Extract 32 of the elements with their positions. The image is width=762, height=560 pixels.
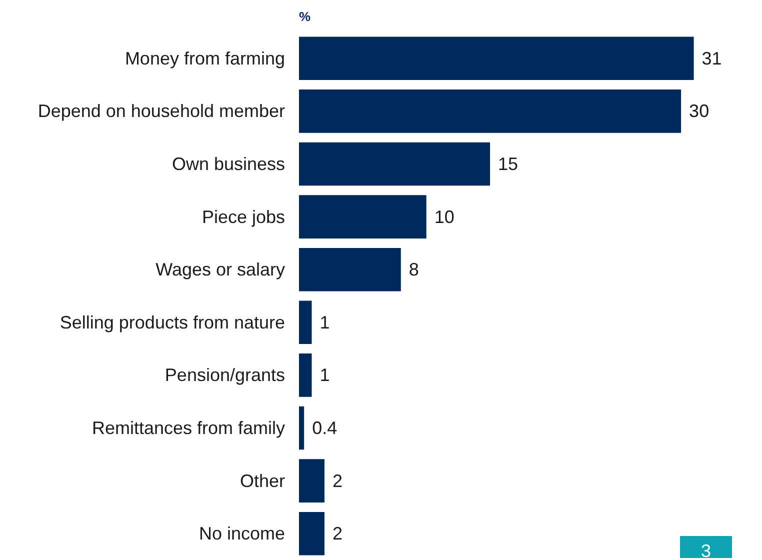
data-label: 30 <box>689 101 710 122</box>
bar <box>299 459 324 502</box>
text: 3 <box>700 541 712 560</box>
y-tick-label: Pension/grants <box>164 365 285 386</box>
bar <box>299 90 682 133</box>
data-label: 8 <box>408 260 419 280</box>
y-tick-label: Own business <box>172 154 285 174</box>
bar <box>299 142 490 186</box>
data-label: 2 <box>332 470 342 491</box>
data-label: 1 <box>320 312 330 332</box>
data-label: 31 <box>702 48 722 68</box>
y-tick-label: Depend on household member <box>38 101 285 122</box>
y-tick-label: Wages or salary <box>156 260 285 280</box>
data-label: 0.4 <box>312 418 338 438</box>
y-tick-label: Remittances from family <box>92 418 285 438</box>
data-label: 2 <box>332 524 342 544</box>
y-tick-label: No income <box>198 524 285 544</box>
bar <box>299 406 304 450</box>
bar <box>299 354 312 397</box>
data-label: 10 <box>434 206 454 227</box>
x-axis-title: % <box>299 9 311 24</box>
data-label: 1 <box>320 365 330 386</box>
bar <box>299 36 694 80</box>
y-tick-label: Other <box>240 470 285 491</box>
y-tick-label: Selling products from nature <box>60 312 285 332</box>
bar <box>299 248 401 292</box>
bar <box>299 195 426 238</box>
bar <box>299 512 324 556</box>
bar <box>299 300 312 344</box>
y-tick-label: Money from farming <box>124 48 285 68</box>
data-label: 15 <box>498 154 518 174</box>
y-tick-label: Piece jobs <box>202 206 285 227</box>
